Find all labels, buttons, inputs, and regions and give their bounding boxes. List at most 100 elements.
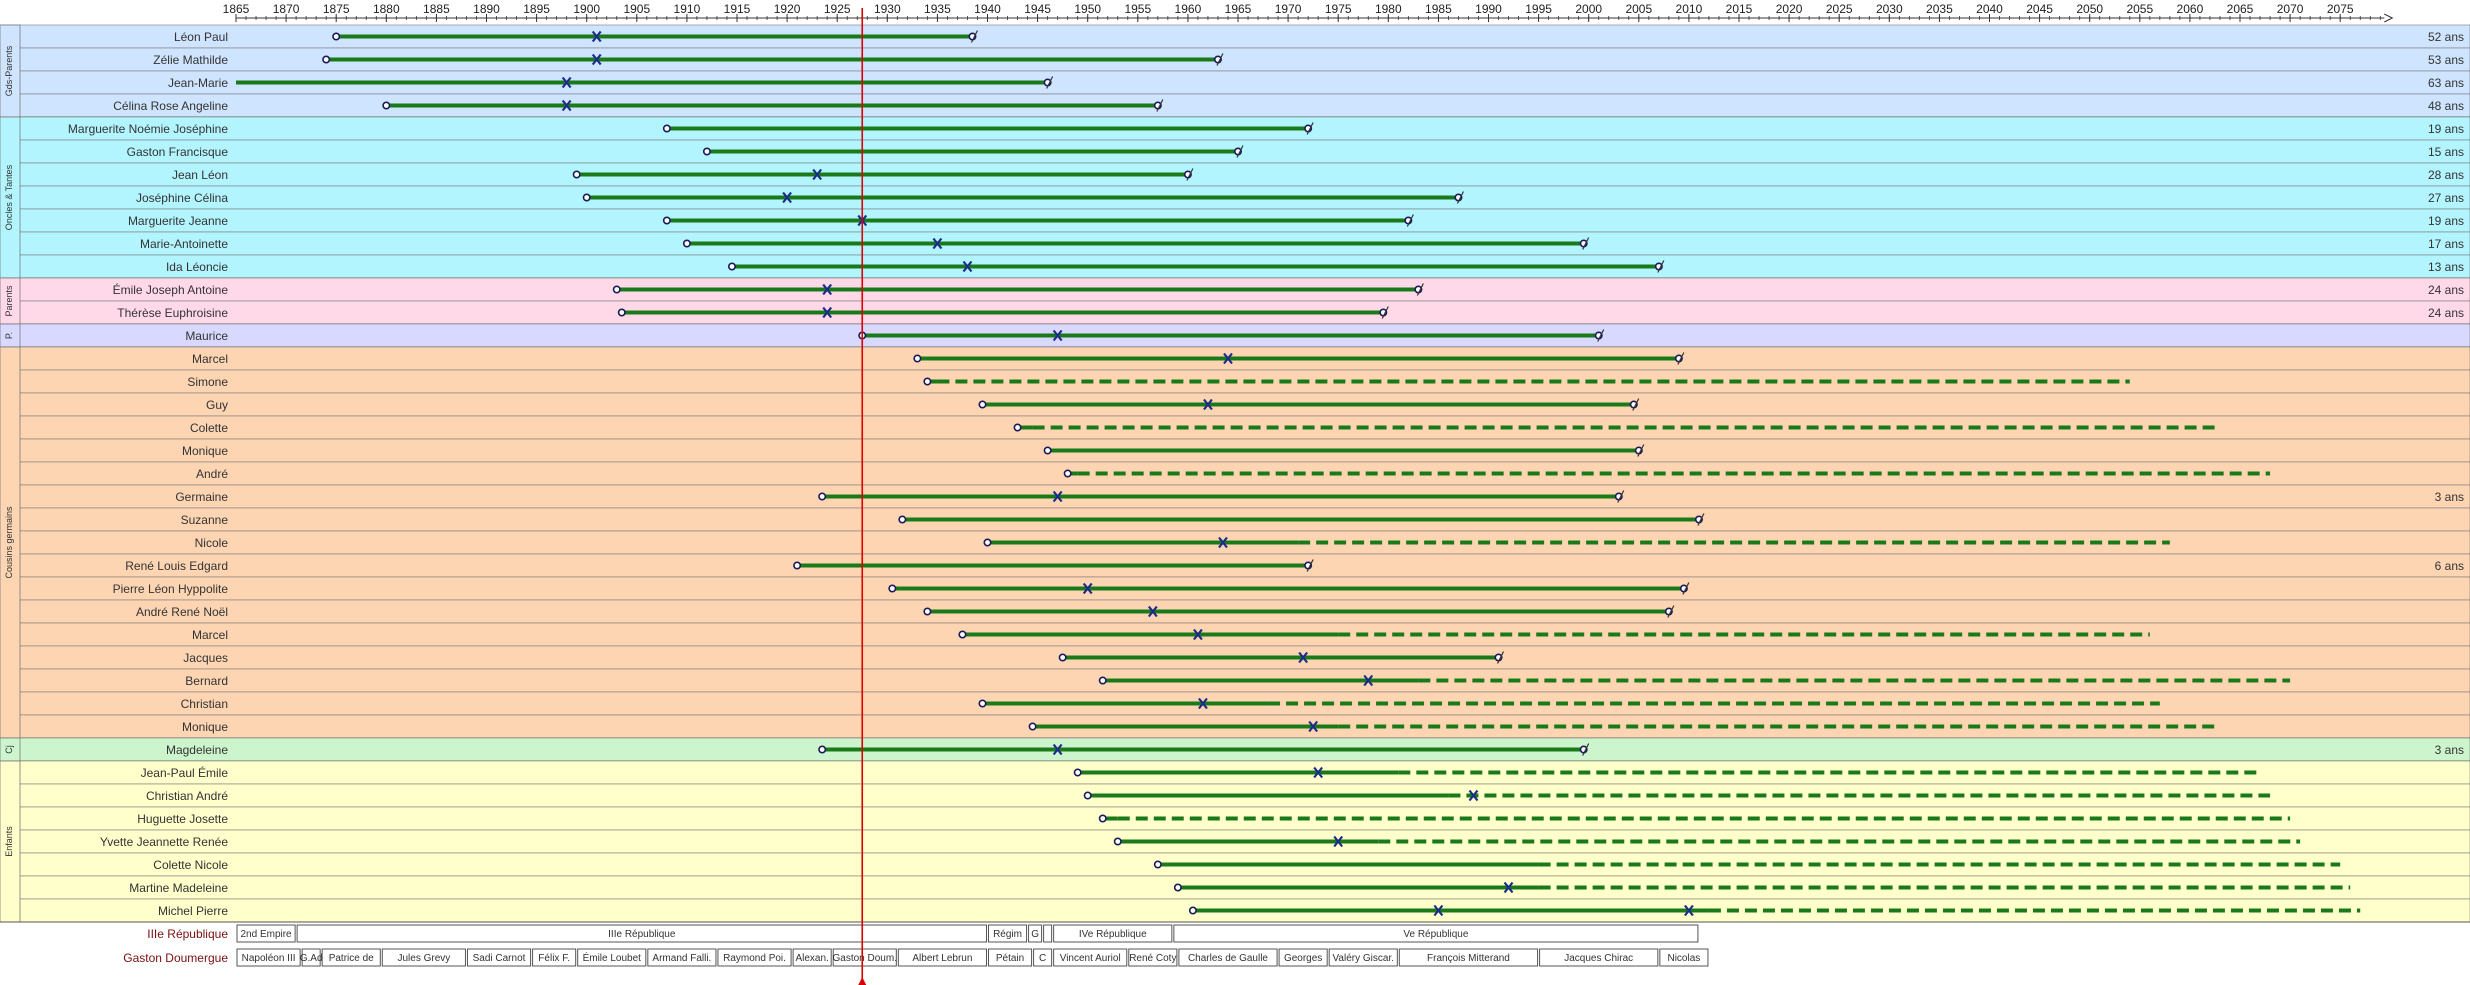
birth-marker <box>1028 722 1037 731</box>
birth-marker <box>913 354 922 363</box>
president-segment-label: Pétain <box>996 953 1024 964</box>
death-slash <box>1682 582 1690 595</box>
age-label: 13 ans <box>2428 260 2464 274</box>
event-cross <box>1503 881 1514 894</box>
birth-marker <box>1063 469 1072 478</box>
president-segment <box>1539 948 1659 967</box>
x-axis-tick-label: 2025 <box>1826 2 1853 16</box>
person-name: Christian <box>181 697 228 711</box>
death-slash <box>1667 605 1675 618</box>
person-name: Martine Madeleine <box>129 881 228 895</box>
x-axis-tick-label: 1950 <box>1074 2 1101 16</box>
x-axis-tick-label: 2020 <box>1776 2 1803 16</box>
president-segment <box>1033 948 1053 967</box>
president-segment <box>381 948 466 967</box>
president-segment-label: Jules Grevy <box>397 953 450 964</box>
president-segment <box>1053 948 1128 967</box>
event-cross <box>1052 743 1063 756</box>
age-label: 28 ans <box>2428 168 2464 182</box>
president-band: Gaston Doumergue Napoléon III G.Ad Patrice … <box>123 948 1709 967</box>
person-name: Marcel <box>192 352 228 366</box>
x-axis-tick-label: 1875 <box>323 2 350 16</box>
x-axis-tick-label: 2065 <box>2227 2 2254 16</box>
event-cross <box>822 306 833 319</box>
event-cross <box>1363 674 1374 687</box>
president-segment-label: C <box>1039 953 1046 964</box>
event-cross <box>561 76 572 89</box>
person-name: Christian André <box>146 789 228 803</box>
death-slash <box>1632 398 1640 411</box>
person-name: Monique <box>182 720 228 734</box>
death-slash <box>1582 743 1590 756</box>
president-segment-label: Vincent Auriol <box>1060 953 1121 964</box>
x-axis-tick-label: 1975 <box>1325 2 1352 16</box>
x-axis-tick-label: 1980 <box>1375 2 1402 16</box>
person-name: Léon Paul <box>174 30 228 44</box>
event-cross <box>1313 766 1324 779</box>
event-cross <box>812 168 823 181</box>
person-name: Ida Léoncie <box>166 260 228 274</box>
person-name: Huguette Josette <box>137 812 228 826</box>
death-slash <box>1597 329 1605 342</box>
person-name: René Louis Edgard <box>125 559 228 573</box>
age-label: 17 ans <box>2428 237 2464 251</box>
regime-segment-label: IVe République <box>1079 929 1147 940</box>
birth-marker <box>1043 446 1052 455</box>
person-name: Jean-Paul Émile <box>141 765 229 780</box>
x-axis-tick-label: 1990 <box>1475 2 1502 16</box>
person-name: Colette <box>190 421 228 435</box>
president-segment-label: Raymond Poi. <box>723 953 786 964</box>
person-name: André René Noël <box>136 605 228 619</box>
regime-segment <box>1028 924 1043 943</box>
president-segment-label: G.Ad <box>300 953 323 964</box>
president-segment-label: René Coty <box>1129 953 1176 964</box>
event-cross <box>1198 697 1208 710</box>
person-name: Nicole <box>195 536 229 550</box>
regime-band-label: IIIe République <box>147 927 228 941</box>
death-slash <box>1306 559 1314 572</box>
group-label: Enfants <box>4 826 14 857</box>
death-slash <box>1216 53 1224 66</box>
person-name: Marguerite Jeanne <box>128 214 228 228</box>
reference-year-arrow <box>858 977 867 985</box>
age-label: 19 ans <box>2428 214 2464 228</box>
president-segment <box>1328 948 1398 967</box>
event-cross <box>782 191 792 204</box>
president-segment-label: Sadi Carnot <box>473 953 526 964</box>
birth-marker <box>382 101 391 110</box>
age-label: 24 ans <box>2428 306 2464 320</box>
person-name: Michel Pierre <box>158 904 228 918</box>
regime-segment <box>1173 924 1699 943</box>
birth-marker <box>818 492 827 501</box>
person-name: Jacques <box>183 651 228 665</box>
event-cross <box>1468 789 1479 802</box>
x-axis-tick-label: 1900 <box>573 2 600 16</box>
regime-segment <box>236 924 296 943</box>
group-label: Oncles & Tantes <box>4 164 14 230</box>
x-axis-tick-label: 1885 <box>423 2 450 16</box>
president-segment-label: Alexan. <box>795 953 828 964</box>
x-axis-tick-label: 1930 <box>874 2 901 16</box>
birth-marker <box>1098 676 1107 685</box>
person-name: Marguerite Noémie Joséphine <box>68 122 228 136</box>
birth-marker <box>1113 837 1122 846</box>
event-cross <box>1203 398 1213 411</box>
age-label: 3 ans <box>2435 743 2464 757</box>
president-segment-label: Albert Lebrun <box>912 953 972 964</box>
death-slash <box>1637 444 1645 457</box>
x-axis-tick-label: 2070 <box>2277 2 2304 16</box>
president-segment <box>988 948 1033 967</box>
birth-marker <box>322 55 331 64</box>
birth-marker <box>923 607 932 616</box>
regime-segment-label: Ve République <box>1403 929 1468 940</box>
death-slash <box>970 30 979 43</box>
x-axis-tick-label: 2075 <box>2327 2 2354 16</box>
person-name: Jean Léon <box>172 168 228 182</box>
president-segment-label: Armand Falli. <box>652 953 711 964</box>
person-name: André <box>196 467 228 481</box>
death-slash <box>1156 99 1164 112</box>
birth-marker <box>888 584 897 593</box>
x-axis-tick-label: 1915 <box>724 2 751 16</box>
event-cross <box>1223 352 1233 365</box>
president-band-label: Gaston Doumergue <box>123 951 228 965</box>
